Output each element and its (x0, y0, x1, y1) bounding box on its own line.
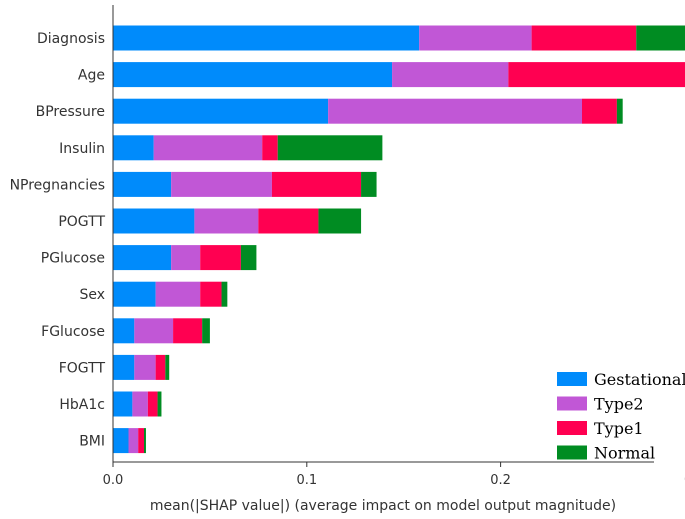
y-tick-label-pogtt: POGTT (58, 214, 105, 230)
bar-bpressure-type2 (328, 98, 582, 124)
bar-pglucose-normal (240, 245, 257, 271)
bar-fglucose-normal (202, 318, 210, 344)
x-ticks: 0.00.10.20.30.40.5 (103, 462, 685, 488)
bar-fglucose-type1 (173, 318, 203, 344)
legend: Gestational Type2 Type1 Normal (557, 370, 685, 463)
bar-insulin-type1 (262, 135, 278, 161)
bar-hba1c-normal (157, 391, 162, 417)
legend-swatch-gestational (557, 372, 587, 386)
bar-bmi-type1 (138, 428, 144, 454)
bar-fglucose-type2 (134, 318, 174, 344)
y-tick-label-insulin: Insulin (59, 141, 105, 157)
bar-pogtt-type1 (258, 208, 319, 234)
bar-age-gestational (113, 62, 393, 88)
y-tick-label-bpressure: BPressure (36, 104, 105, 120)
bar-pogtt-gestational (113, 208, 195, 234)
y-tick-label-pglucose: PGlucose (41, 251, 105, 267)
legend-swatch-type1 (557, 421, 587, 435)
bar-pglucose-type1 (200, 245, 241, 271)
bar-insulin-gestational (113, 135, 154, 161)
bar-age-type1 (508, 62, 685, 88)
bar-pogtt-normal (318, 208, 362, 234)
bar-diagnosis-gestational (113, 25, 420, 51)
bar-age-type2 (392, 62, 509, 88)
legend-label-gestational: Gestational (594, 370, 685, 389)
x-axis-title: mean(|SHAP value|) (average impact on mo… (150, 498, 616, 514)
bar-npregnancies-gestational (113, 171, 172, 197)
bars-layer (113, 25, 685, 454)
bar-pglucose-gestational (113, 245, 172, 271)
bar-bmi-type2 (128, 428, 139, 454)
bar-sex-type1 (200, 281, 222, 307)
y-tick-label-age: Age (78, 68, 105, 84)
legend-swatch-type2 (557, 396, 587, 411)
y-tick-labels: Diagnosis Age BPressure Insulin NPregnancies… (10, 31, 106, 450)
bar-sex-normal (221, 281, 228, 307)
bar-npregnancies-normal (361, 171, 377, 197)
bar-insulin-type2 (153, 135, 263, 161)
bar-sex-type2 (155, 281, 201, 307)
bar-bpressure-type1 (582, 98, 617, 124)
legend-label-type1: Type1 (594, 419, 644, 438)
y-tick-label-fglucose: FGlucose (41, 324, 105, 340)
x-tick-label: 0.0 (103, 473, 124, 488)
bar-diagnosis-normal (636, 25, 685, 51)
bar-fogtt-normal (165, 354, 170, 380)
legend-label-normal: Normal (594, 444, 655, 463)
bar-pglucose-type2 (171, 245, 201, 271)
y-tick-label-npregnancies: NPregnancies (10, 177, 105, 193)
legend-label-type2: Type2 (594, 395, 644, 414)
bar-hba1c-gestational (113, 391, 133, 417)
bar-hba1c-type1 (147, 391, 158, 417)
legend-swatch-normal (557, 445, 587, 460)
bar-hba1c-type2 (132, 391, 148, 417)
y-tick-label-fogtt: FOGTT (59, 360, 106, 376)
bar-bmi-normal (144, 428, 146, 454)
bar-fogtt-type2 (134, 354, 156, 380)
y-tick-label-bmi: BMI (79, 434, 105, 450)
bar-fogtt-type1 (155, 354, 166, 380)
x-tick-label: 0.2 (490, 473, 511, 488)
bar-npregnancies-type1 (271, 171, 362, 197)
bar-bpressure-normal (616, 98, 623, 124)
bar-bpressure-gestational (113, 98, 329, 124)
bar-diagnosis-type2 (419, 25, 532, 51)
bar-npregnancies-type2 (171, 171, 272, 197)
bar-fogtt-gestational (113, 354, 135, 380)
x-tick-label: 0.1 (296, 473, 317, 488)
y-tick-label-diagnosis: Diagnosis (37, 31, 105, 47)
bar-pogtt-type2 (194, 208, 259, 234)
y-tick-label-sex: Sex (79, 287, 105, 303)
bar-sex-gestational (113, 281, 156, 307)
y-tick-label-hba1c: HbA1c (59, 397, 105, 413)
bar-insulin-normal (277, 135, 383, 161)
bar-fglucose-gestational (113, 318, 135, 344)
bar-bmi-gestational (113, 428, 129, 454)
bar-diagnosis-type1 (531, 25, 637, 51)
